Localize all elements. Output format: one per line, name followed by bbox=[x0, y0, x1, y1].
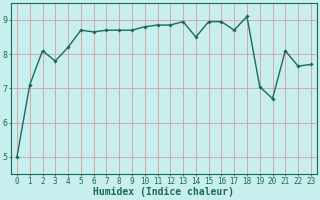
X-axis label: Humidex (Indice chaleur): Humidex (Indice chaleur) bbox=[93, 187, 234, 197]
